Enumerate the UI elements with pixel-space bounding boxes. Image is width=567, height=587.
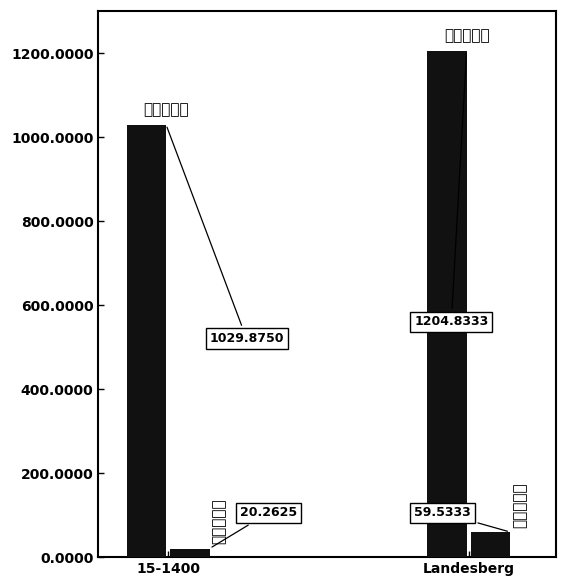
Text: 1204.8333: 1204.8333 bbox=[414, 54, 488, 328]
Text: 59.5333: 59.5333 bbox=[414, 507, 507, 531]
Text: 20.2625: 20.2625 bbox=[212, 507, 297, 547]
Text: 血红蛋白量: 血红蛋白量 bbox=[211, 499, 227, 544]
Text: 1029.8750: 1029.8750 bbox=[167, 127, 284, 345]
Bar bbox=[471, 532, 510, 557]
Text: 血红蛋白量: 血红蛋白量 bbox=[513, 482, 527, 528]
Bar bbox=[428, 51, 467, 557]
Bar bbox=[170, 548, 210, 557]
Text: 血小板计数: 血小板计数 bbox=[143, 102, 189, 117]
Bar bbox=[127, 124, 166, 557]
Text: 血小板计数: 血小板计数 bbox=[444, 29, 489, 43]
